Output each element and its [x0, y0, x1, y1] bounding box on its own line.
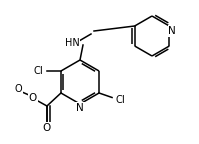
Text: O: O — [29, 93, 37, 103]
Text: HN: HN — [65, 38, 79, 48]
Text: Cl: Cl — [115, 95, 125, 105]
Text: Cl: Cl — [33, 66, 43, 76]
Text: N: N — [168, 26, 176, 36]
Text: N: N — [76, 103, 84, 113]
Text: O: O — [14, 84, 22, 94]
Text: O: O — [43, 123, 51, 133]
